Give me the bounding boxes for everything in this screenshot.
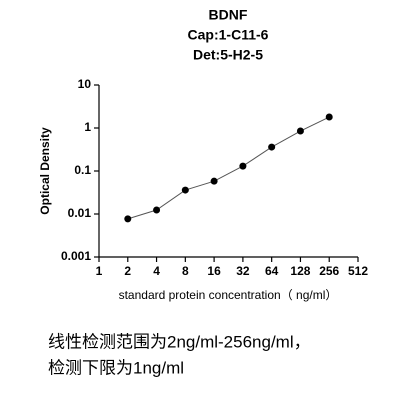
point xyxy=(296,127,304,135)
point xyxy=(325,113,333,121)
caption: 检测下限为1ng/ml xyxy=(48,358,184,377)
y-tick-label: 0.1 xyxy=(74,163,91,177)
x-tick-label: 512 xyxy=(348,264,368,278)
y-tick-label: 0.001 xyxy=(61,249,91,263)
x-tick-label: 128 xyxy=(290,264,310,278)
y-tick-label: 0.01 xyxy=(68,206,92,220)
chart-title: Cap:1-C11-6 xyxy=(188,27,269,43)
y-tick-label: 10 xyxy=(78,77,92,91)
chart-title: Det:5-H2-5 xyxy=(193,47,263,63)
x-tick-label: 1 xyxy=(96,264,103,278)
point xyxy=(153,206,161,214)
x-tick-label: 32 xyxy=(236,264,250,278)
x-tick-label: 4 xyxy=(153,264,160,278)
point xyxy=(268,143,276,151)
point xyxy=(181,186,189,194)
y-tick-label: 1 xyxy=(84,120,91,134)
chart-title: BDNF xyxy=(209,7,248,23)
x-tick-label: 8 xyxy=(182,264,189,278)
caption: 线性检测范围为2ng/ml-256ng/ml， xyxy=(48,332,311,351)
line xyxy=(127,116,330,220)
x-tick-label: 2 xyxy=(124,264,131,278)
x-tick-label: 16 xyxy=(207,264,221,278)
point xyxy=(124,215,132,223)
point xyxy=(210,177,218,185)
x-axis-label: standard protein concentration（ ng/ml） xyxy=(119,288,338,302)
y-axis-label: Optical Density xyxy=(38,127,52,215)
x-tick-label: 64 xyxy=(265,264,279,278)
point xyxy=(239,162,247,170)
x-tick-label: 256 xyxy=(319,264,339,278)
